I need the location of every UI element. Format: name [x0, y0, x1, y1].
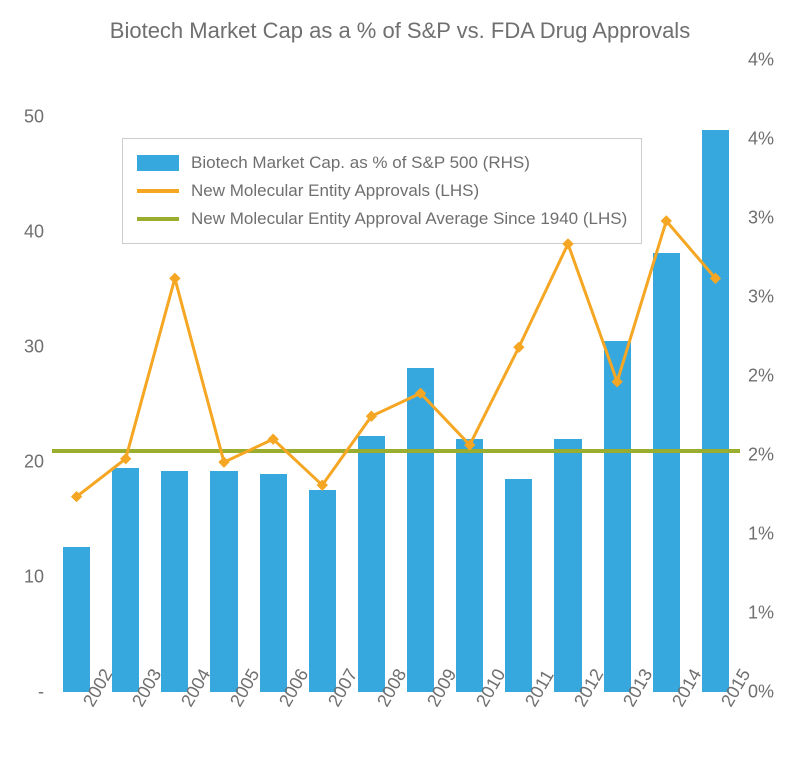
- y-right-tick-label: 3%: [740, 208, 774, 229]
- y-right-tick-label: 3%: [740, 287, 774, 308]
- y-left-tick-label: 50: [24, 107, 52, 128]
- y-right-tick-label: 2%: [740, 445, 774, 466]
- y-left-tick-label: -: [38, 682, 52, 703]
- line-marker: [611, 376, 622, 387]
- line-marker: [562, 238, 573, 249]
- y-right-tick-label: 2%: [740, 366, 774, 387]
- y-right-tick-label: 4%: [740, 50, 774, 71]
- plot-area: Biotech Market Cap. as % of S&P 500 (RHS…: [52, 60, 740, 692]
- y-right-tick-label: 4%: [740, 129, 774, 150]
- y-left-tick-label: 20: [24, 452, 52, 473]
- y-left-tick-label: 30: [24, 337, 52, 358]
- line-marker: [513, 342, 524, 353]
- y-right-tick-label: 1%: [740, 524, 774, 545]
- y-left-tick-label: 10: [24, 567, 52, 588]
- y-left-tick-label: 40: [24, 222, 52, 243]
- approvals-line: [77, 221, 716, 497]
- y-right-tick-label: 1%: [740, 603, 774, 624]
- line-marker: [218, 457, 229, 468]
- chart-title: Biotech Market Cap as a % of S&P vs. FDA…: [0, 18, 800, 44]
- chart-container: Biotech Market Cap as a % of S&P vs. FDA…: [0, 0, 800, 776]
- line-marker: [169, 273, 180, 284]
- plot-inner: -1020304050 0%1%1%2%2%3%3%4%4% 200220032…: [52, 60, 740, 692]
- line-layer: [52, 60, 740, 692]
